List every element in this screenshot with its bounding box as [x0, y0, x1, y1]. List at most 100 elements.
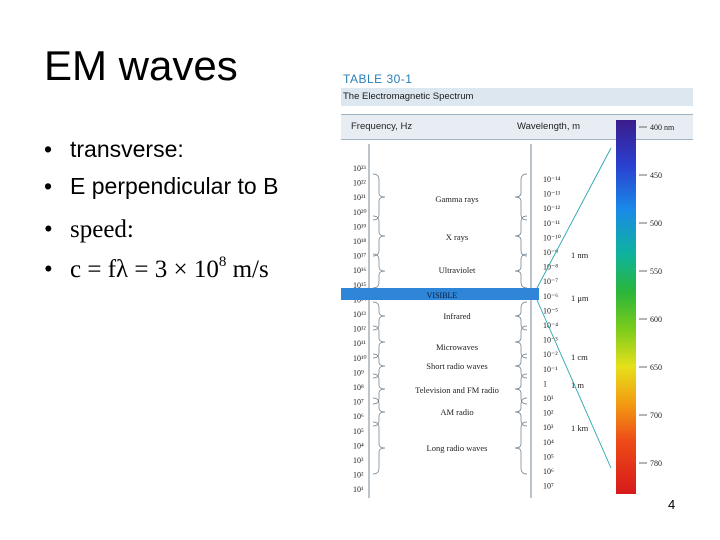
wavelength-label: 10¹: [543, 394, 554, 403]
band-label: X rays: [446, 232, 468, 242]
frequency-label: 10¹⁹: [353, 222, 366, 231]
unit-marker: 1 cm: [571, 352, 588, 362]
frequency-label: 10¹¹: [353, 339, 366, 348]
band-bracket-left: [372, 253, 386, 289]
frequency-label: 10⁸: [353, 383, 364, 392]
frequency-label: 10⁵: [353, 427, 364, 436]
band-label: Television and FM radio: [415, 385, 499, 395]
wavelength-label: 10⁻³: [543, 336, 558, 345]
wavelength-label: 10⁶: [543, 467, 554, 476]
band-bracket-right: [514, 353, 528, 379]
wavelength-label: 10⁴: [543, 438, 554, 447]
band-bracket-left: [372, 373, 386, 405]
frequency-label: 10²²: [353, 179, 366, 188]
band-label: Short radio waves: [426, 361, 487, 371]
band-bracket-left: [372, 215, 386, 257]
wavelength-label: 10⁻⁷: [543, 277, 558, 286]
band-label: Infrared: [443, 311, 471, 321]
wavelength-label: 10³: [543, 423, 554, 432]
frequency-label: 10²³: [353, 164, 366, 173]
visible-spectrum-bar: [616, 120, 636, 494]
band-bracket-left: [372, 301, 386, 331]
band-bracket-right: [514, 397, 528, 427]
band-bracket-right: [514, 173, 528, 221]
band-label: Gamma rays: [435, 194, 478, 204]
wavelength-label: 10⁻¹²: [543, 204, 561, 213]
table-number: TABLE 30-1: [343, 72, 413, 86]
frequency-label: 10¹²: [353, 325, 366, 334]
unit-marker: 1 nm: [571, 250, 589, 260]
bullet-marker: •: [44, 216, 53, 243]
frequency-label: 10¹⁶: [353, 266, 366, 275]
bullet-marker: •: [44, 173, 53, 199]
band-label: Microwaves: [436, 342, 478, 352]
nm-label: 500: [650, 219, 662, 228]
frequency-label: 10¹⁸: [353, 237, 366, 246]
em-spectrum-table: TABLE 30-1 The Electromagnetic Spectrum …: [341, 68, 693, 508]
equation-units: m/s: [226, 256, 269, 283]
frequency-label: 10⁶: [353, 412, 364, 421]
nm-label: 550: [650, 267, 662, 276]
frequency-label: 10²: [353, 471, 364, 480]
visible-connector-top: [536, 147, 612, 289]
wavelength-label: 10²: [543, 409, 554, 418]
frequency-label: 10²⁰: [353, 208, 367, 217]
bullet-text: E perpendicular to B: [70, 173, 279, 199]
wavelength-label: 10⁻¹³: [543, 190, 561, 199]
wavelength-header: Wavelength, m: [517, 121, 581, 132]
wavelength-label: 10⁻¹⁰: [543, 233, 561, 242]
unit-marker: 1 km: [571, 423, 589, 433]
unit-marker: 1 μm: [571, 293, 589, 303]
wavelength-label: 10⁻⁸: [543, 263, 558, 272]
equation-main: c = fλ = 3 × 10: [70, 256, 219, 283]
bullet-text: speed:: [70, 216, 134, 243]
slide-title: EM waves: [44, 42, 238, 89]
visible-connector-bottom: [536, 299, 612, 469]
unit-marker: 1 m: [571, 380, 584, 390]
nm-label: 780: [650, 459, 662, 468]
bullet-equation: c = fλ = 3 × 108 m/s: [70, 254, 269, 284]
frequency-label: 10⁷: [353, 398, 364, 407]
band-label: AM radio: [440, 407, 473, 417]
frequency-label: 10¹⁷: [353, 252, 366, 261]
band-label: Long radio waves: [427, 443, 488, 453]
frequency-label: 10⁴: [353, 441, 364, 450]
band-bracket-left: [372, 421, 386, 475]
band-label: VISIBLE: [427, 291, 458, 300]
band-label: Ultraviolet: [439, 265, 476, 275]
band-bracket-right: [514, 421, 528, 475]
table-caption: The Electromagnetic Spectrum: [343, 91, 474, 102]
wavelength-label: 10⁻¹⁴: [543, 175, 561, 184]
wavelength-label: 10⁷: [543, 482, 554, 491]
wavelength-label: 10⁻²: [543, 350, 558, 359]
visible-band-highlight: [341, 288, 539, 300]
frequency-label: 10³: [353, 456, 364, 465]
frequency-label: 10¹: [353, 485, 364, 494]
page-number: 4: [668, 497, 676, 512]
frequency-header: Frequency, Hz: [351, 121, 413, 132]
bullet-marker: •: [44, 136, 53, 162]
nm-label: 450: [650, 171, 662, 180]
band-bracket-right: [514, 373, 528, 405]
equation-exponent: 8: [218, 254, 227, 270]
wavelength-label: 1: [543, 379, 547, 388]
frequency-label: 10²¹: [353, 193, 366, 202]
bullet-text: transverse:: [70, 136, 184, 162]
wavelength-label: 10⁻¹: [543, 365, 558, 374]
frequency-label: 10¹⁵: [353, 281, 366, 290]
frequency-label: 10¹³: [353, 310, 366, 319]
band-bracket-right: [514, 215, 528, 257]
frequency-label: 10¹⁰: [353, 354, 367, 363]
table-caption-bar: The Electromagnetic Spectrum: [341, 88, 693, 106]
band-bracket-right: [514, 301, 528, 331]
frequency-label: 10⁹: [353, 368, 364, 377]
band-bracket-right: [514, 325, 528, 359]
band-bracket-left: [372, 397, 386, 427]
nm-label: 600: [650, 315, 662, 324]
nm-label: 400 nm: [650, 123, 675, 132]
wavelength-label: 10⁻⁹: [543, 248, 558, 257]
band-bracket-left: [372, 353, 386, 379]
band-bracket-left: [372, 325, 386, 359]
wavelength-label: 10⁻¹¹: [543, 219, 561, 228]
nm-label: 650: [650, 363, 662, 372]
